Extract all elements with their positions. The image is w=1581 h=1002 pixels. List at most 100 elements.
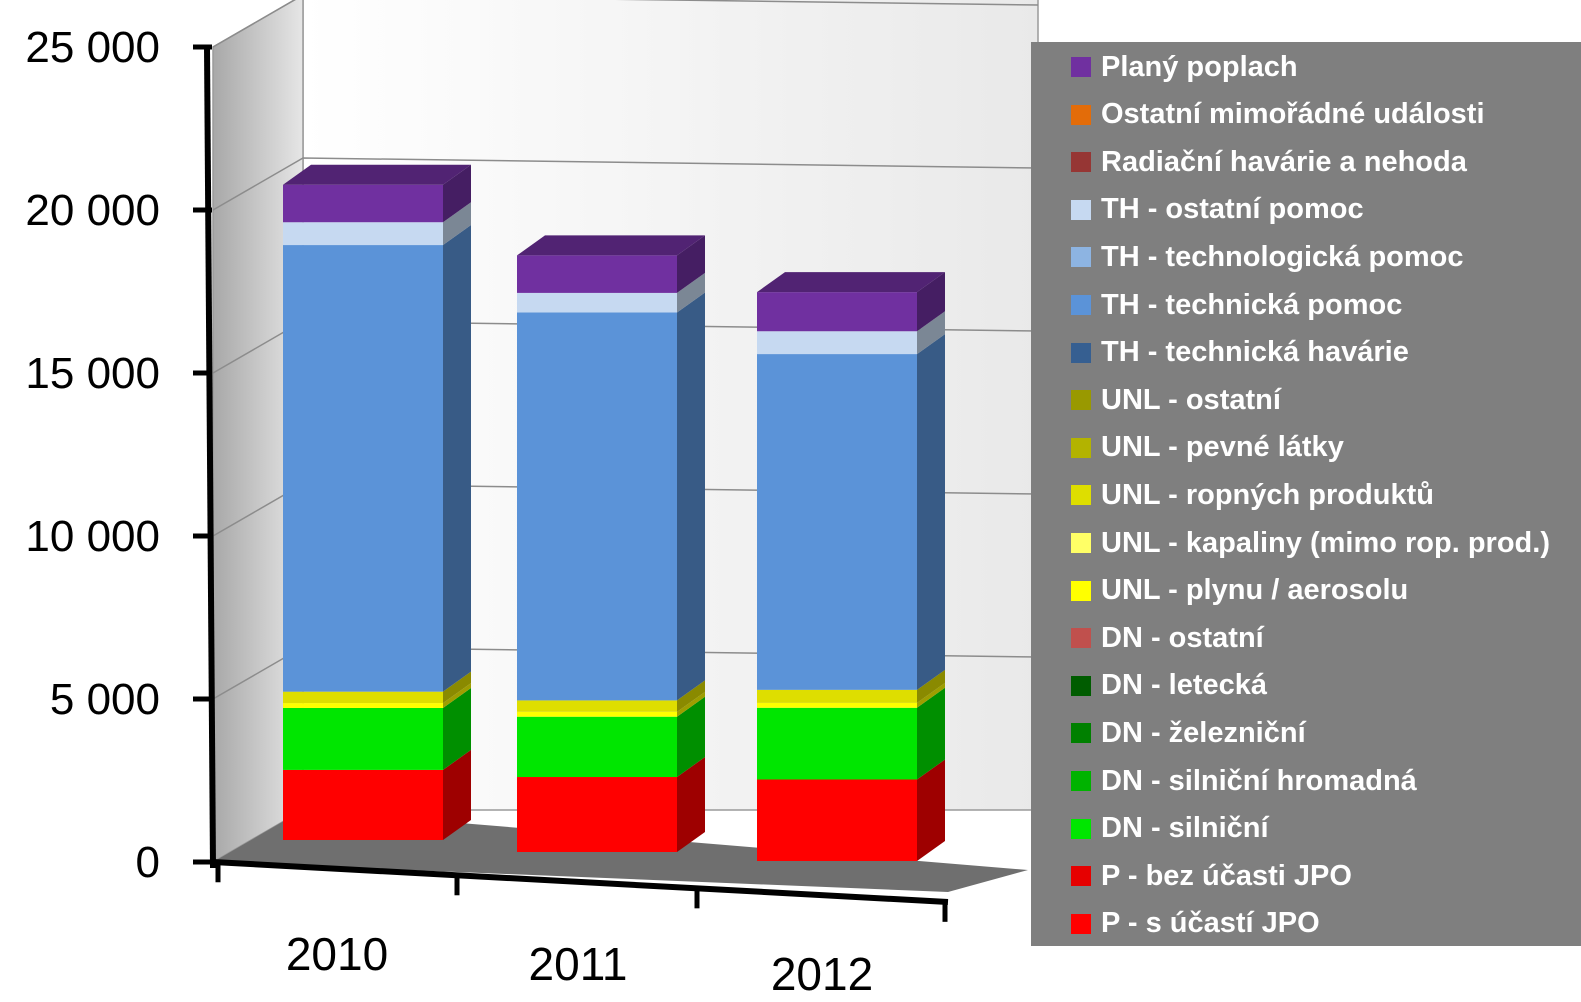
legend-item: UNL - plynu / aerosolu <box>1071 571 1408 611</box>
legend-label: TH - technická havárie <box>1101 336 1409 369</box>
bar-segment-side-2011-15 <box>677 272 705 313</box>
bar-segment-2012-0 <box>757 779 917 861</box>
bar-segment-side-2012-9 <box>917 669 945 703</box>
bar-segment-side-2012-2 <box>917 687 945 780</box>
bar-top-2011 <box>517 235 705 256</box>
y-tick-label-4: 20 000 <box>25 186 160 235</box>
bar-segment-side-2010-7 <box>443 683 471 708</box>
x-tick-label-2011: 2011 <box>529 938 628 990</box>
legend-label: TH - technická pomoc <box>1101 288 1403 321</box>
bar-segment-2012-7 <box>757 702 917 708</box>
legend-swatch <box>1071 675 1091 696</box>
legend-item: TH - technická havárie <box>1071 333 1409 373</box>
gridline-4 <box>212 157 1039 211</box>
legend-label: UNL - plynu / aerosolu <box>1101 574 1409 607</box>
bar-segment-2012-18 <box>757 292 917 332</box>
legend-swatch <box>1071 723 1091 744</box>
legend-item: DN - letecká <box>1071 666 1267 706</box>
bar-segment-2010-18 <box>283 184 443 223</box>
gridline-5 <box>212 0 1039 48</box>
bar-segment-side-2010-0 <box>443 749 471 840</box>
legend-swatch <box>1071 247 1091 268</box>
bar-segment-2012-15 <box>757 331 917 355</box>
x-axis-line <box>212 859 949 905</box>
bar-segment-2012-2 <box>757 707 917 780</box>
bar-segment-2010-7 <box>283 703 443 708</box>
y-tick-label-1: 5 000 <box>50 675 160 724</box>
bar-segment-side-2011-18 <box>677 235 705 293</box>
bar-segment-2012-9 <box>757 689 917 703</box>
x-axis-ticks: 2010 2011 2012 <box>286 928 873 1000</box>
y-tick-label-0: 0 <box>136 838 160 887</box>
legend-item: UNL - ostatní <box>1071 380 1281 420</box>
legend-swatch <box>1071 104 1091 125</box>
bars <box>283 164 945 861</box>
legend-label: TH - technologická pomoc <box>1101 240 1464 273</box>
bar-2012 <box>757 272 945 861</box>
bar-segment-2011-2 <box>517 716 677 778</box>
legend: Planý poplach Ostatní mimořádné události R… <box>1031 42 1581 946</box>
y-tick-label-2: 10 000 <box>25 512 160 561</box>
bar-segment-2011-7 <box>517 711 677 717</box>
y-tick-label-3: 15 000 <box>25 349 160 398</box>
legend-label: P - s účastí JPO <box>1101 907 1320 940</box>
legend-swatch <box>1071 580 1091 601</box>
legend-swatch <box>1071 913 1091 934</box>
y-axis-line <box>204 46 216 869</box>
bar-segment-side-2010-2 <box>443 687 471 770</box>
legend-label: TH - ostatní pomoc <box>1101 193 1364 226</box>
bar-segment-side-2011-13 <box>677 292 705 701</box>
legend-item: TH - ostatní pomoc <box>1071 190 1364 230</box>
bar-segment-2010-9 <box>283 691 443 704</box>
legend-swatch <box>1071 152 1091 173</box>
legend-label: P - bez účasti JPO <box>1101 859 1352 892</box>
y-tick-label-5: 25 000 <box>25 23 160 72</box>
legend-item: UNL - pevné látky <box>1071 428 1344 468</box>
axes <box>193 44 949 922</box>
bar-segment-side-2012-18 <box>917 272 945 332</box>
bar-segment-2011-0 <box>517 777 677 852</box>
legend-swatch <box>1071 628 1091 649</box>
legend-label: Planý poplach <box>1101 50 1298 83</box>
x-tick-label-2010: 2010 <box>286 928 388 980</box>
legend-swatch <box>1071 390 1091 411</box>
bar-segment-side-2011-9 <box>677 680 705 712</box>
bar-segment-2011-18 <box>517 255 677 293</box>
legend-swatch <box>1071 818 1091 839</box>
legend-item: P - bez účasti JPO <box>1071 856 1352 896</box>
bar-segment-side-2012-0 <box>917 759 945 861</box>
bar-segment-side-2011-0 <box>677 757 705 852</box>
legend-item: DN - ostatní <box>1071 618 1264 658</box>
bar-segment-2010-0 <box>283 769 443 840</box>
legend-label: Radiační havárie a nehoda <box>1101 145 1467 178</box>
legend-swatch <box>1071 866 1091 887</box>
legend-swatch <box>1071 485 1091 506</box>
bar-2011 <box>517 235 705 852</box>
legend-item: Ostatní mimořádné události <box>1071 95 1485 135</box>
bar-segment-side-2010-18 <box>443 164 471 223</box>
legend-label: DN - ostatní <box>1101 621 1264 654</box>
bar-segment-side-2011-7 <box>677 691 705 717</box>
legend-item: Planý poplach <box>1071 47 1298 87</box>
legend-item: UNL - kapaliny (mimo rop. prod.) <box>1071 523 1550 563</box>
legend-swatch <box>1071 342 1091 363</box>
bar-segment-side-2012-13 <box>917 334 945 690</box>
legend-label: UNL - ostatní <box>1101 383 1281 416</box>
legend-item: DN - silniční <box>1071 809 1269 849</box>
bar-segment-side-2012-15 <box>917 311 945 355</box>
bar-segment-2011-15 <box>517 292 677 313</box>
bar-segment-side-2012-7 <box>917 682 945 708</box>
bar-segment-2010-13 <box>283 245 443 692</box>
legend-item: Radiační havárie a nehoda <box>1071 142 1467 182</box>
legend-item: P - s účastí JPO <box>1071 904 1320 944</box>
bar-segment-2011-9 <box>517 700 677 712</box>
y-axis-ticks: 0 5 000 10 000 15 000 20 000 25 000 <box>25 23 160 887</box>
bar-segment-side-2010-15 <box>443 202 471 246</box>
x-tick-label-2012: 2012 <box>771 948 873 1000</box>
bar-top-2012 <box>757 272 945 293</box>
legend-label: DN - silniční hromadná <box>1101 764 1417 797</box>
bar-segment-2012-13 <box>757 354 917 690</box>
bar-segment-side-2011-2 <box>677 696 705 778</box>
bar-segment-side-2010-13 <box>443 225 471 692</box>
